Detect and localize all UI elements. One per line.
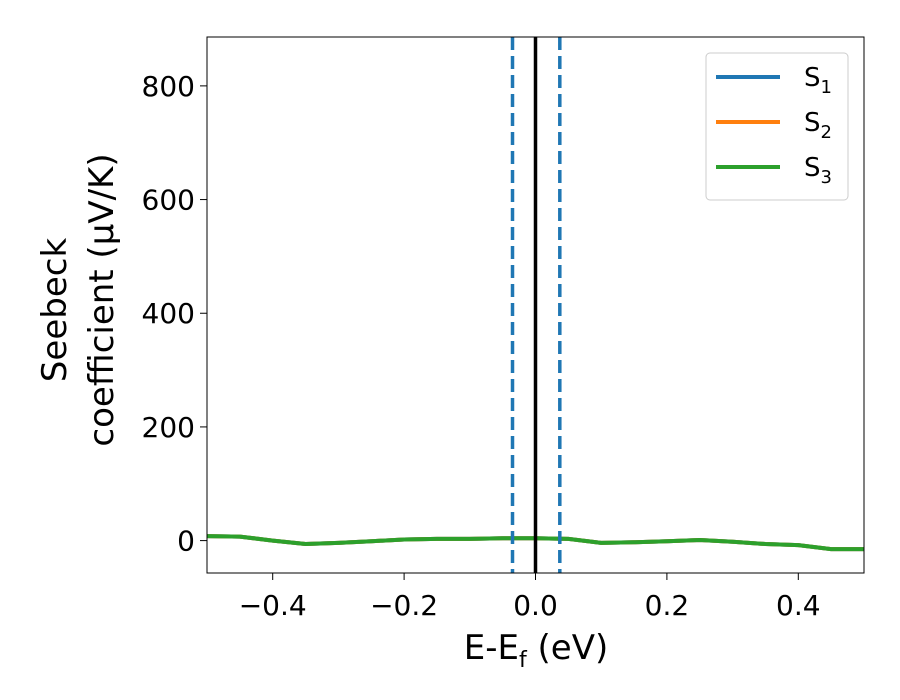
y-axis-label: Seebeck coefficient (μV/K) [35, 153, 122, 446]
y-tick-label: 800 [142, 70, 195, 103]
y-tick-label: 0 [177, 525, 195, 558]
x-tick-label: 0.4 [776, 589, 821, 622]
x-tick-label: −0.4 [239, 589, 307, 622]
legend-box [705, 52, 849, 201]
x-tick-label: 0.2 [645, 589, 690, 622]
y-axis: 0 200 400 600 800 [142, 70, 207, 558]
vertical-lines [510, 37, 562, 573]
x-axis-label-unit: (eV) [527, 628, 609, 668]
x-tick-label: 0.0 [513, 589, 558, 622]
x-axis-label-subscript: f [519, 648, 528, 673]
y-axis-label-line1: Seebeck [35, 238, 75, 383]
x-tick-label: −0.2 [370, 589, 438, 622]
y-tick-label: 200 [142, 411, 195, 444]
legend-label-s3: S3 [804, 153, 832, 188]
legend-label-s2: S2 [804, 108, 832, 143]
legend-label-s1: S1 [804, 63, 832, 98]
legend: S1 S2 S3 [705, 52, 849, 201]
x-axis-label-main: E-E [464, 628, 519, 668]
x-axis: −0.4 −0.2 0.0 0.2 0.4 [239, 573, 821, 622]
y-tick-label: 400 [142, 297, 195, 330]
x-axis-label: E-Ef (eV) [464, 628, 609, 673]
y-tick-label: 600 [142, 184, 195, 217]
y-axis-label-line2: coefficient (μV/K) [82, 153, 122, 446]
